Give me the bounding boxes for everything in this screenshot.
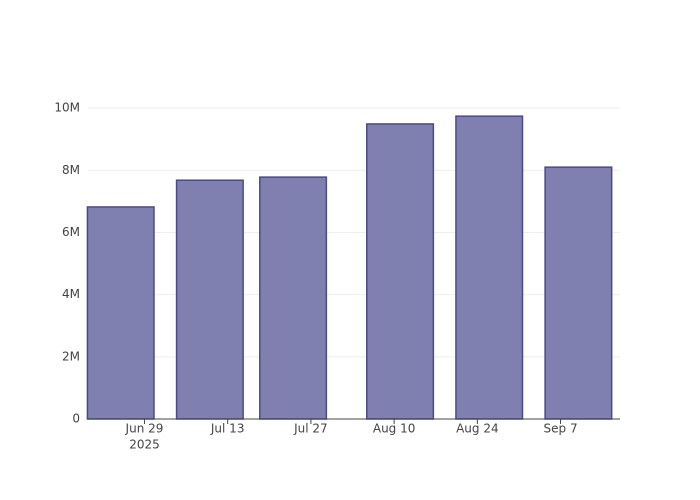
bar [86, 206, 155, 420]
x-tick-label: Aug 24 [456, 422, 499, 436]
y-tick-label: 4M [62, 287, 80, 301]
y-tick-label: 8M [62, 163, 80, 177]
x-year-label: 2025 [129, 438, 160, 452]
x-tick-label: Jul 27 [293, 422, 328, 436]
bar [175, 179, 244, 420]
bar [366, 123, 435, 420]
y-tick-label: 2M [62, 349, 80, 363]
x-tick-label: Aug 10 [373, 422, 416, 436]
x-tick-label: Jun 29 [125, 422, 164, 436]
bar [455, 115, 524, 420]
bar [259, 176, 328, 420]
y-tick-label: 0 [72, 412, 80, 426]
y-tick-label: 6M [62, 225, 80, 239]
bar [544, 166, 613, 420]
x-tick-label: Sep 7 [544, 422, 578, 436]
x-tick-label: Jul 13 [210, 422, 245, 436]
y-tick-label: 10M [54, 101, 80, 115]
